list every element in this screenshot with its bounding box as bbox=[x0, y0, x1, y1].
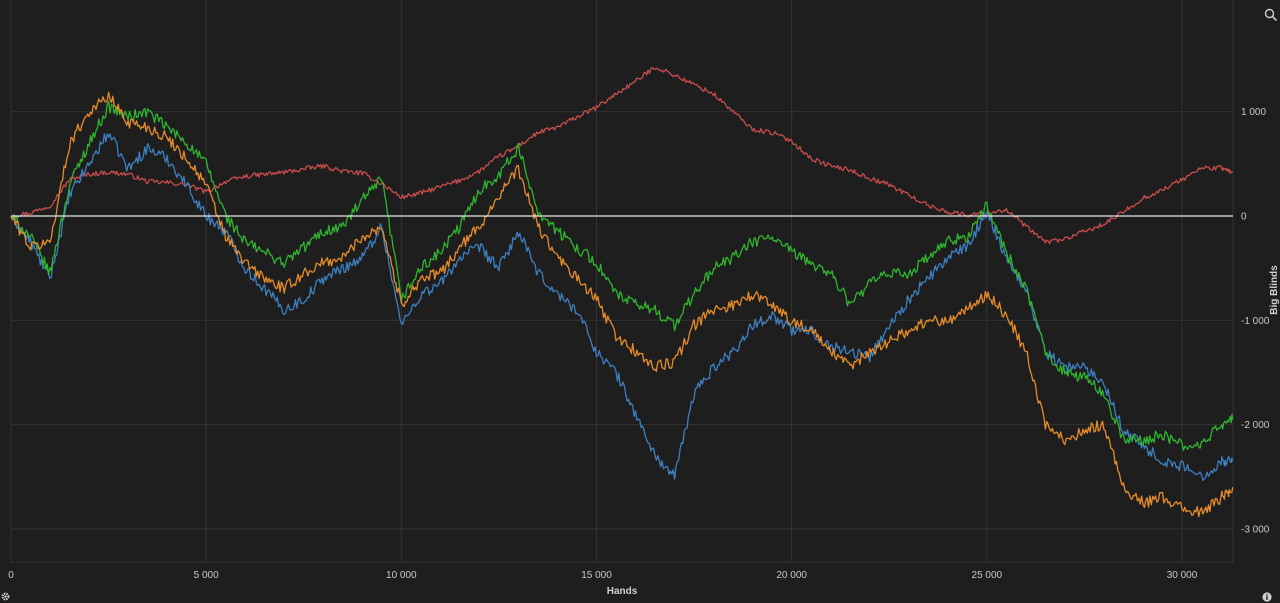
y-axis-title: Big Blinds bbox=[1269, 265, 1280, 315]
y-tick-label: 0 bbox=[1241, 212, 1247, 223]
x-tick-label: 10 000 bbox=[386, 570, 417, 581]
series-line-4[interactable] bbox=[10, 91, 1234, 518]
y-tick-label: -3 000 bbox=[1241, 524, 1270, 535]
x-tick-label: 15 000 bbox=[581, 570, 612, 581]
y-tick-label: 1 000 bbox=[1241, 107, 1266, 118]
x-tick-label: 0 bbox=[8, 570, 14, 581]
x-tick-label: 25 000 bbox=[972, 570, 1003, 581]
grid-y bbox=[11, 111, 1233, 530]
series-group bbox=[10, 66, 1234, 518]
grid-x bbox=[10, 0, 1234, 563]
x-tick-labels: 0 5 000 10 000 15 000 20 000 25 000 30 000 bbox=[8, 570, 1198, 581]
series-line-3[interactable] bbox=[10, 100, 1234, 451]
zoom-icon[interactable] bbox=[1264, 8, 1278, 22]
y-tick-label: -1 000 bbox=[1241, 316, 1270, 327]
x-axis-title: Hands bbox=[607, 586, 638, 597]
series-line-1[interactable] bbox=[10, 66, 1234, 245]
y-tick-label: -2 000 bbox=[1241, 420, 1270, 431]
x-tick-label: 20 000 bbox=[776, 570, 807, 581]
x-tick-label: 30 000 bbox=[1167, 570, 1198, 581]
info-icon[interactable] bbox=[1262, 592, 1272, 602]
gear-icon[interactable] bbox=[0, 591, 11, 602]
y-tick-labels: 1 000 0 -1 000 -2 000 -3 000 bbox=[1241, 107, 1270, 535]
x-tick-label: 5 000 bbox=[194, 570, 219, 581]
